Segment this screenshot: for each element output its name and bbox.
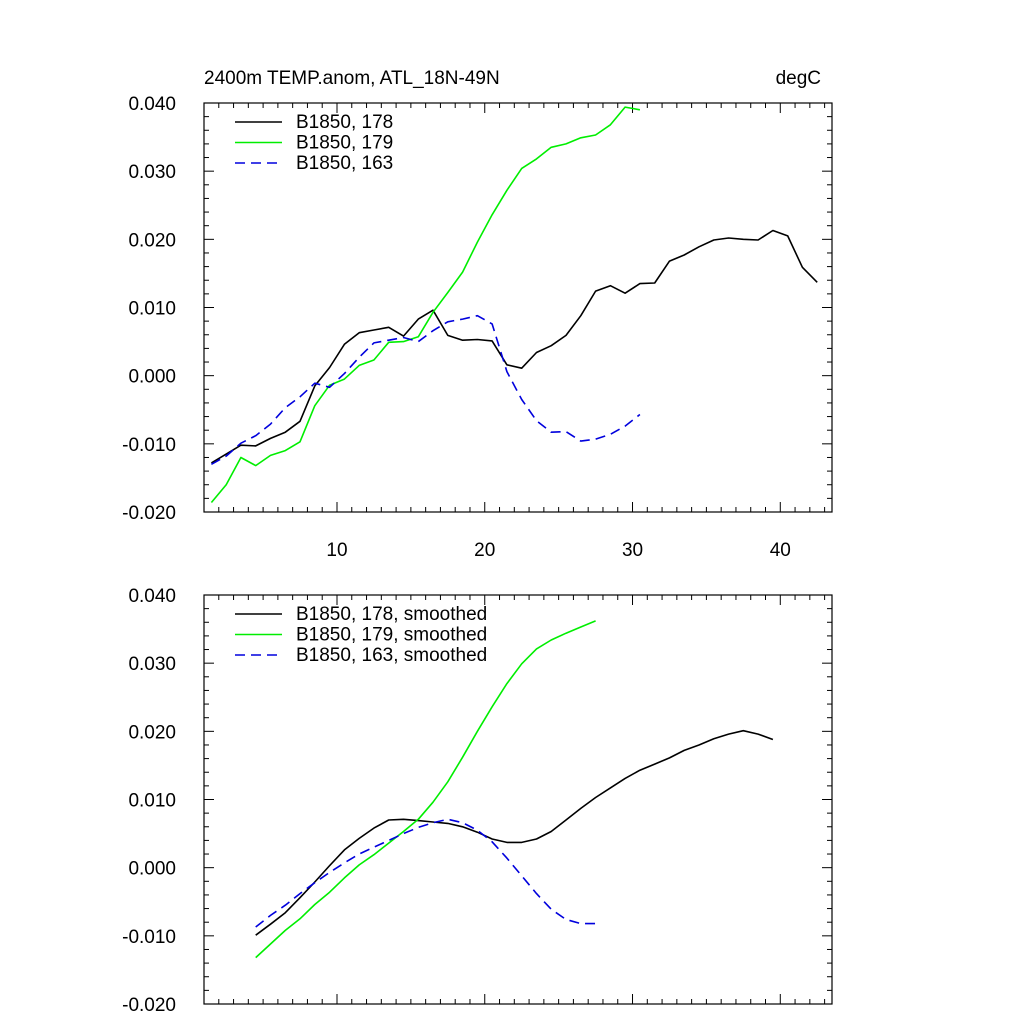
top-y-tick-label: 0.020	[128, 230, 176, 251]
top-x-tick-label: 10	[326, 540, 347, 561]
bottom-y-tick-label: 0.030	[128, 654, 176, 675]
top-series-line-2	[211, 314, 641, 465]
bottom-legend-label-2: B1850, 163, smoothed	[296, 645, 487, 666]
top-legend-label-0: B1850, 178	[296, 112, 393, 133]
top-x-tick-label: 30	[622, 540, 643, 561]
bottom-series-line-1	[255, 620, 596, 959]
bottom-panel: -0.020 -0.010 0.000 0.010 0.020 0.030 0.040 B18…	[122, 586, 833, 1016]
bottom-y-tick-label: 0.000	[128, 859, 176, 880]
bottom-series-line-0	[255, 729, 774, 936]
bottom-y-tick-label: -0.010	[122, 927, 176, 948]
bottom-y-tick-label: 0.020	[128, 722, 176, 743]
bottom-y-tick-label: 0.040	[128, 586, 176, 607]
top-x-tick-label: 40	[770, 540, 791, 561]
top-y-tick-label: 0.000	[128, 367, 176, 388]
bottom-legend-label-0: B1850, 178, smoothed	[296, 604, 487, 625]
top-series-line-1	[210, 106, 641, 504]
top-y-tick-label: 0.030	[128, 162, 176, 183]
top-panel: 2400m TEMP.anom, ATL_18N-49N degC -0.020…	[122, 68, 833, 561]
top-legend-label-1: B1850, 179	[296, 133, 393, 154]
bottom-y-tick-label: -0.020	[122, 995, 176, 1016]
top-x-tick-label: 20	[474, 540, 495, 561]
top-y-tick-label: 0.010	[128, 299, 176, 320]
top-panel-title: 2400m TEMP.anom, ATL_18N-49N	[204, 68, 500, 89]
top-series-line-0	[210, 229, 818, 464]
top-y-tick-label: -0.020	[122, 503, 176, 524]
bottom-y-tick-label: 0.010	[128, 791, 176, 812]
top-legend-label-2: B1850, 163	[296, 153, 393, 174]
top-y-tick-label: 0.040	[128, 94, 176, 115]
bottom-series-line-2	[255, 818, 596, 928]
bottom-legend-label-1: B1850, 179, smoothed	[296, 625, 487, 646]
top-y-tick-label: -0.010	[122, 435, 176, 456]
top-panel-units: degC	[776, 68, 821, 89]
